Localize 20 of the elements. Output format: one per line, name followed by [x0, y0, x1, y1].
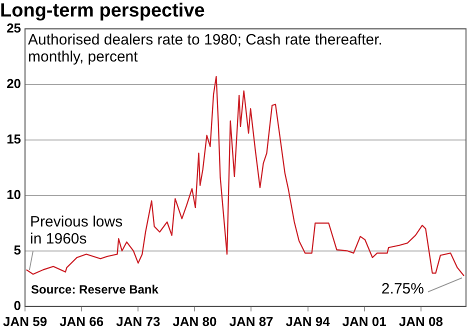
x-tick-label: JAN 59 — [3, 314, 48, 329]
y-tick-label: 5 — [14, 242, 22, 258]
x-tick-label: JAN 73 — [116, 314, 160, 329]
y-tick-label: 0 — [14, 298, 22, 313]
annotation: 2.75% — [381, 280, 424, 298]
x-tick-label: JAN 87 — [229, 314, 274, 329]
x-tick-label: JAN 94 — [286, 314, 331, 329]
y-tick-label: 25 — [6, 20, 22, 36]
x-tick-label: JAN 66 — [60, 314, 104, 329]
annotation: monthly, percent — [28, 48, 139, 66]
y-tick-label: 10 — [6, 186, 22, 202]
annotation: Authorised dealers rate to 1980; Cash rate thereafter. — [28, 31, 382, 48]
annotation: Previous lows in 1960s — [30, 214, 123, 248]
x-tick-label: JAN 08 — [398, 314, 443, 329]
x-tick-label: JAN 01 — [342, 314, 386, 329]
chart-title: Long-term perspective — [0, 0, 205, 22]
y-tick-label: 20 — [6, 76, 22, 91]
x-tick-label: JAN 80 — [172, 314, 217, 329]
y-tick-label: 15 — [6, 131, 22, 146]
annotation: Source: Reserve Bank — [31, 282, 159, 297]
